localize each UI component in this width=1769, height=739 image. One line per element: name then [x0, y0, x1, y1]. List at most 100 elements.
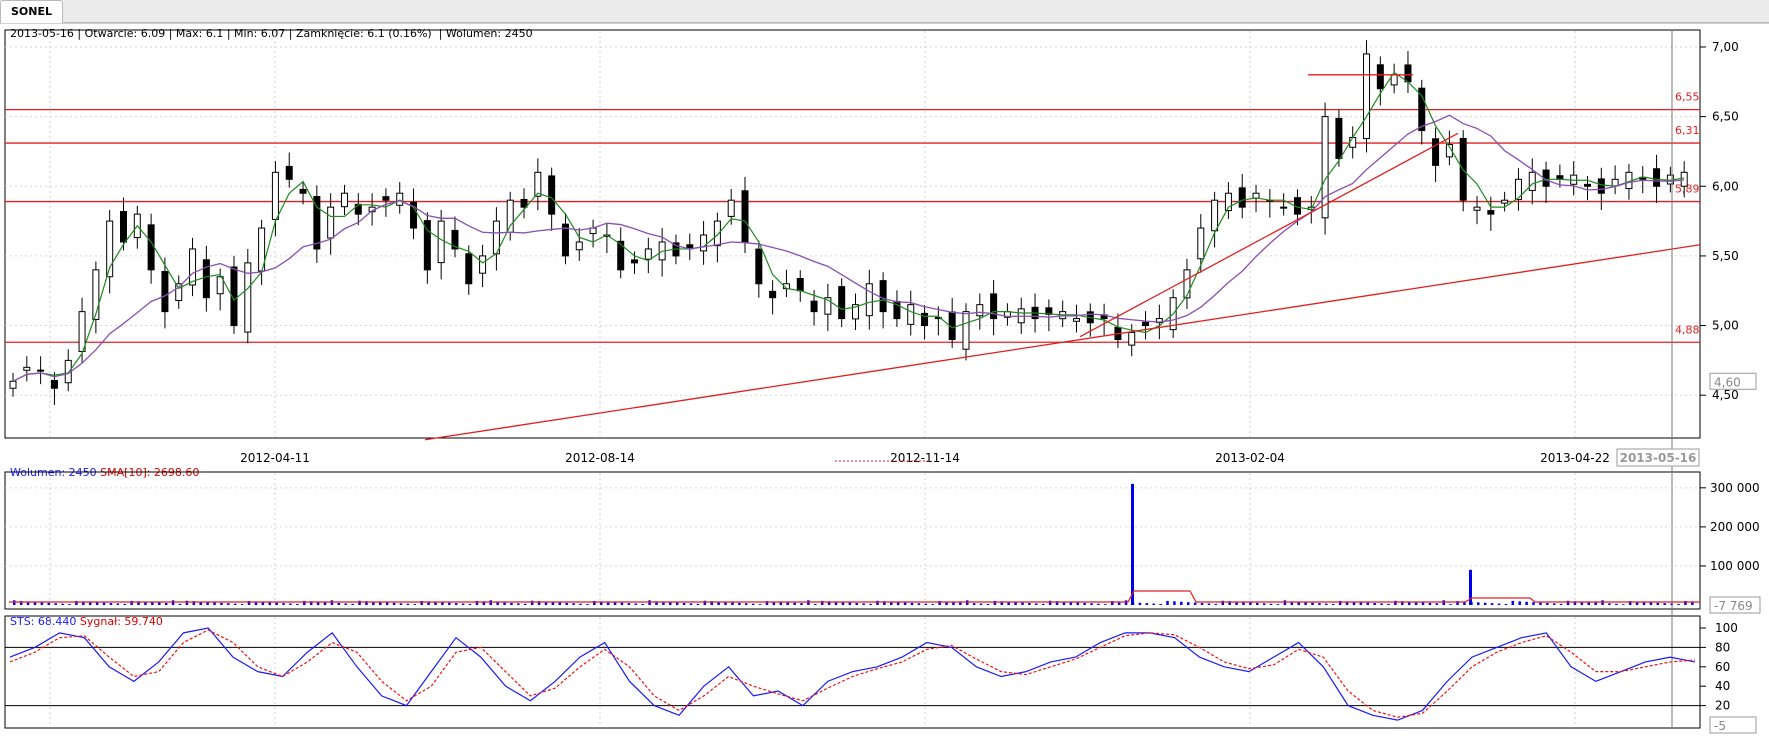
- candle-body: [1445, 143, 1453, 158]
- volume-bar: [1649, 602, 1653, 605]
- volume-bar: [1104, 604, 1107, 605]
- volume-bar: [1366, 602, 1370, 605]
- volume-spike-bar: [1131, 483, 1134, 605]
- volume-bar: [724, 602, 727, 605]
- volume-bar: [641, 603, 644, 605]
- volume-bar: [551, 601, 555, 605]
- volume-bar: [275, 602, 278, 605]
- volume-bar: [220, 602, 223, 605]
- candle-body: [1528, 171, 1536, 191]
- volume-bar: [40, 602, 44, 605]
- volume-bar: [1622, 604, 1625, 605]
- volume-bar: [151, 602, 154, 605]
- volume-bar: [848, 602, 852, 605]
- volume-bar: [254, 601, 258, 605]
- volume-bar: [903, 602, 907, 605]
- volume-bar: [537, 601, 541, 605]
- volume-bar: [814, 603, 817, 605]
- volume-bar: [745, 603, 748, 605]
- candle-body: [23, 366, 31, 371]
- tab-bar: SONEL: [0, 0, 1769, 23]
- volume-bar: [1407, 601, 1411, 605]
- volume-bar: [1449, 604, 1452, 605]
- candle-body: [534, 171, 542, 197]
- volume-bar: [1587, 602, 1591, 605]
- candle-body: [1432, 138, 1440, 166]
- candle-body: [396, 192, 404, 206]
- volume-bar: [1615, 603, 1618, 605]
- volume-bar: [1069, 602, 1073, 605]
- volume-bar: [820, 600, 824, 605]
- tab-sonel[interactable]: SONEL: [0, 0, 64, 23]
- volume-bar: [1628, 601, 1632, 605]
- volume-bar: [1076, 602, 1079, 605]
- volume-bar: [199, 601, 202, 605]
- candle-body: [1197, 227, 1205, 260]
- volume-bar: [1504, 604, 1508, 605]
- sts-legend: STS: 68.440 Sygnał: 59.740: [10, 615, 163, 628]
- volume-bar: [896, 602, 900, 605]
- candle-body: [838, 286, 846, 320]
- volume-bar: [316, 601, 320, 605]
- trendline-long: [424, 244, 1701, 441]
- volume-bar: [303, 600, 306, 605]
- volume-bar: [489, 600, 492, 605]
- volume-bar: [1214, 603, 1218, 605]
- candle-body: [506, 199, 514, 233]
- volume-bar: [1304, 602, 1307, 605]
- volume-bar: [26, 601, 30, 605]
- candle-body: [50, 379, 58, 389]
- volume-bar: [68, 604, 71, 605]
- volume-bar: [351, 603, 354, 605]
- candle-body: [1653, 168, 1661, 187]
- volume-bar: [751, 603, 755, 605]
- candle-body: [1597, 178, 1605, 194]
- volume-bar: [102, 602, 106, 605]
- volume-bar: [240, 604, 244, 605]
- date-axis-label: 2012-08-14: [565, 451, 635, 465]
- sma-fast-line: [12, 71, 1685, 382]
- sts-legend-value: STS: 68.440: [10, 615, 77, 628]
- volume-bar: [475, 600, 479, 605]
- volume-marker-label: -7 769: [1714, 599, 1753, 613]
- volume-bar: [1442, 600, 1445, 605]
- price-axis-label: 4,50: [1712, 388, 1739, 402]
- volume-bar: [648, 600, 651, 605]
- volume-bar: [261, 601, 265, 605]
- candle-body: [713, 220, 721, 247]
- volume-bar: [945, 601, 948, 605]
- volume-bar: [309, 601, 313, 605]
- volume-bar: [1421, 602, 1425, 605]
- candle-body: [561, 223, 569, 257]
- volume-bar: [986, 603, 990, 605]
- volume-bar: [1539, 602, 1542, 605]
- candle-body: [810, 300, 818, 313]
- volume-bar: [1090, 603, 1093, 605]
- sts-axis-label: 80: [1715, 640, 1730, 654]
- volume-bar: [454, 603, 458, 605]
- volume-bar: [1186, 602, 1190, 605]
- volume-bar: [61, 603, 64, 605]
- volume-bar: [558, 602, 562, 605]
- volume-bar: [206, 601, 209, 605]
- volume-bar: [496, 602, 499, 605]
- candle-body: [78, 311, 86, 352]
- candle-body: [1142, 321, 1150, 327]
- volume-bar: [1546, 603, 1549, 605]
- volume-bar: [227, 603, 230, 605]
- volume-bar: [1525, 601, 1528, 605]
- volume-bar: [1221, 600, 1225, 605]
- volume-bar: [1200, 603, 1204, 605]
- volume-bar: [75, 600, 78, 605]
- candle-body: [1376, 64, 1384, 90]
- candle-body: [796, 278, 804, 292]
- volume-bar: [1670, 603, 1673, 605]
- sma-slow-line: [12, 114, 1685, 382]
- candle-body: [410, 201, 418, 229]
- date-axis-label: 2012-04-11: [240, 451, 310, 465]
- volume-bar: [434, 601, 437, 605]
- volume-bar: [1573, 601, 1577, 605]
- volume-bar: [1256, 602, 1259, 605]
- volume-bar: [565, 602, 568, 605]
